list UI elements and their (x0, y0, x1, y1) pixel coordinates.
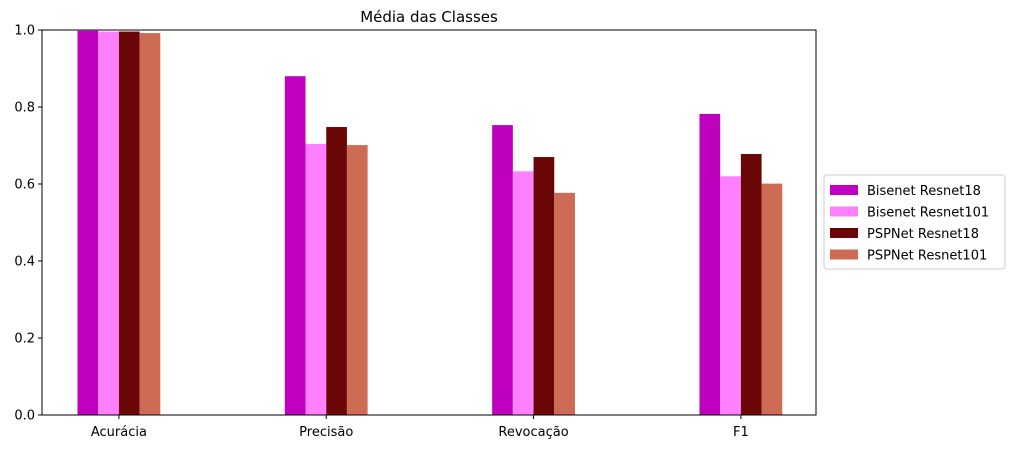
x-tick-label: Revocação (498, 425, 568, 440)
bar-3-4 (554, 192, 575, 415)
y-tick-label: 0.2 (14, 332, 35, 347)
legend-swatch (830, 206, 858, 217)
bars-group (77, 30, 783, 416)
x-tick-label: Acurácia (91, 425, 147, 440)
bar-2-3 (326, 127, 347, 416)
bar-1-4 (139, 33, 161, 416)
y-axis: 0.0 0.2 0.4 0.6 0.8 1.0 (14, 24, 42, 424)
legend-swatch (830, 249, 858, 260)
chart-title: Média das Classes (360, 8, 498, 26)
y-tick-label: 0.6 (14, 178, 35, 193)
legend-label: Bisenet Resnet18 (867, 184, 981, 199)
legend: Bisenet Resnet18 Bisenet Resnet101 PSPNet … (823, 174, 1006, 270)
y-tick-label: 0.0 (14, 409, 35, 424)
legend-label: PSPNet Resnet18 (867, 227, 979, 242)
legend-label: PSPNet Resnet101 (867, 249, 987, 264)
plot-frame (41, 29, 817, 416)
bar-1-1 (77, 30, 99, 416)
bar-1-2 (98, 31, 119, 415)
y-tick-label: 0.8 (14, 101, 35, 116)
y-tick-label: 0.4 (14, 255, 35, 270)
legend-swatch (830, 185, 858, 195)
legend-box (823, 174, 1006, 270)
legend-label: Bisenet Resnet101 (867, 206, 989, 221)
bar-2-1 (284, 76, 306, 415)
bar-2-2 (305, 143, 327, 415)
bar-4-1 (699, 113, 721, 416)
bar-3-1 (492, 125, 513, 415)
legend-swatch (830, 228, 858, 238)
bar-4-4 (761, 183, 783, 415)
x-tick-label: Precisão (299, 425, 353, 440)
bar-4-3 (740, 153, 762, 415)
bar-4-2 (720, 176, 741, 415)
bar-3-2 (512, 171, 534, 415)
x-axis: Acurácia Precisão Revocação F1 (91, 415, 749, 440)
bar-1-3 (118, 31, 140, 415)
y-tick-label: 1.0 (14, 24, 35, 39)
bar-2-4 (346, 145, 368, 416)
x-tick-label: F1 (733, 425, 749, 440)
bar-3-3 (533, 157, 555, 416)
